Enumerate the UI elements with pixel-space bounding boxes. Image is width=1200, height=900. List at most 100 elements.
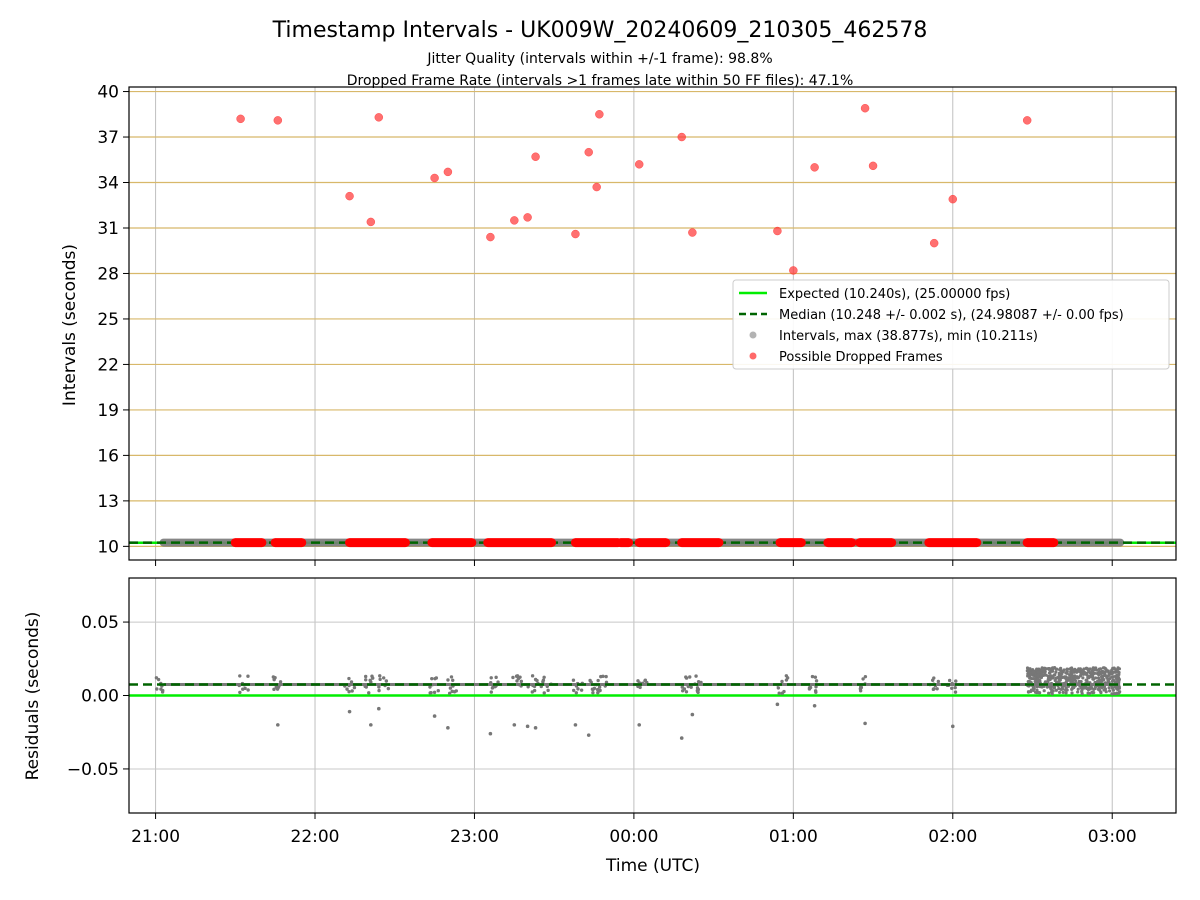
residual-point xyxy=(1076,690,1080,694)
residual-point xyxy=(347,690,351,694)
dropped-frame-point xyxy=(273,116,283,125)
dropped-frame-point xyxy=(810,163,819,172)
residual-point xyxy=(449,675,454,679)
residual-point xyxy=(1060,675,1064,679)
residual-point xyxy=(1076,687,1080,691)
residual-point xyxy=(571,678,576,682)
residual-point xyxy=(1068,673,1072,677)
residual-outlier-point xyxy=(586,733,591,737)
residual-point xyxy=(1054,670,1058,674)
residual-point xyxy=(1099,679,1103,683)
residual-point xyxy=(1059,666,1063,670)
residual-point xyxy=(1055,667,1059,671)
residual-point xyxy=(381,676,386,680)
residual-point xyxy=(780,679,784,684)
residual-point xyxy=(782,689,786,694)
dropped-frame-point xyxy=(523,213,532,222)
time-xtick-label: 23:00 xyxy=(450,827,499,847)
residual-point xyxy=(1050,692,1054,696)
residual-point xyxy=(349,680,354,684)
residual-point xyxy=(237,683,241,688)
residual-point xyxy=(813,689,818,693)
chart-title: Timestamp Intervals - UK009W_20240609_21… xyxy=(272,18,928,43)
residual-point xyxy=(352,685,357,690)
residual-point xyxy=(1047,667,1051,671)
residual-point xyxy=(432,690,437,695)
residual-outlier-point xyxy=(812,703,817,708)
residual-point xyxy=(272,687,276,692)
residual-point xyxy=(519,679,524,684)
residual-point xyxy=(1104,681,1108,685)
residual-point xyxy=(598,688,602,693)
residual-point xyxy=(1049,667,1053,671)
residual-point xyxy=(447,691,452,695)
residual-point xyxy=(1100,675,1105,679)
intervals-ytick-label: 16 xyxy=(97,446,119,466)
residual-point xyxy=(784,674,789,678)
residual-point xyxy=(241,687,245,691)
residual-point xyxy=(784,678,789,682)
residual-point xyxy=(161,688,165,693)
residual-point xyxy=(1086,675,1090,679)
residual-point xyxy=(433,676,437,681)
residual-point xyxy=(238,690,242,695)
residual-point xyxy=(530,674,535,678)
residual-point xyxy=(814,679,819,683)
residual-point xyxy=(489,681,493,685)
residual-point xyxy=(1064,671,1068,675)
residual-point xyxy=(367,691,371,695)
residual-point xyxy=(545,684,549,689)
residual-point xyxy=(776,686,781,690)
residual-point xyxy=(1059,669,1063,673)
residual-outlier-point xyxy=(690,712,695,717)
residual-point xyxy=(1049,681,1054,686)
residual-point xyxy=(494,675,498,680)
residual-point xyxy=(579,688,584,692)
residual-point xyxy=(1091,677,1096,681)
residual-point xyxy=(863,674,868,679)
residual-point xyxy=(1025,666,1030,670)
residual-point xyxy=(489,676,493,680)
residual-point xyxy=(1109,671,1114,676)
residual-point xyxy=(604,680,609,685)
dropped-frame-point xyxy=(374,113,384,122)
residual-point xyxy=(1045,685,1049,689)
residual-point xyxy=(238,674,242,678)
residual-point xyxy=(1097,671,1101,675)
residual-point xyxy=(861,677,865,681)
residual-point xyxy=(936,679,941,684)
chart-subtitle-jitter: Jitter Quality (intervals within +/-1 fr… xyxy=(426,51,772,67)
residual-point xyxy=(448,686,453,690)
residual-point xyxy=(1048,678,1052,682)
residuals-panel: −0.05 0.00 0.05 21:00 22:00 23:00 00:00 01:00 02… xyxy=(67,577,1177,847)
residual-point xyxy=(378,677,382,682)
residual-point xyxy=(590,687,595,691)
residual-point xyxy=(1095,679,1100,684)
residual-point xyxy=(1057,678,1061,682)
residual-point xyxy=(1026,690,1031,694)
residual-point xyxy=(777,691,781,695)
residual-point xyxy=(384,679,389,683)
dropped-frame-point xyxy=(929,238,939,248)
residual-outlier-point xyxy=(573,723,578,727)
chart-subtitle-dropped-rate: Dropped Frame Rate (intervals >1 frames … xyxy=(347,73,854,89)
residual-point xyxy=(1028,671,1032,675)
residual-point xyxy=(1088,667,1092,671)
dropped-frame-point xyxy=(531,152,540,161)
dropped-frame-point xyxy=(688,228,697,237)
residual-point xyxy=(1087,669,1091,674)
residual-point xyxy=(511,675,515,680)
residual-point xyxy=(345,687,349,691)
residual-point xyxy=(1103,674,1108,678)
residuals-ytick-label: 0.00 xyxy=(81,687,119,707)
residual-point xyxy=(1029,677,1034,681)
time-xtick-label: 02:00 xyxy=(928,827,977,847)
residual-point xyxy=(571,688,576,693)
time-xtick-label: 21:00 xyxy=(131,827,180,847)
residual-point xyxy=(526,685,530,689)
residual-point xyxy=(1030,670,1035,674)
residual-point xyxy=(1067,676,1071,680)
residual-point xyxy=(954,679,958,683)
intervals-ytick-label: 10 xyxy=(97,537,119,557)
